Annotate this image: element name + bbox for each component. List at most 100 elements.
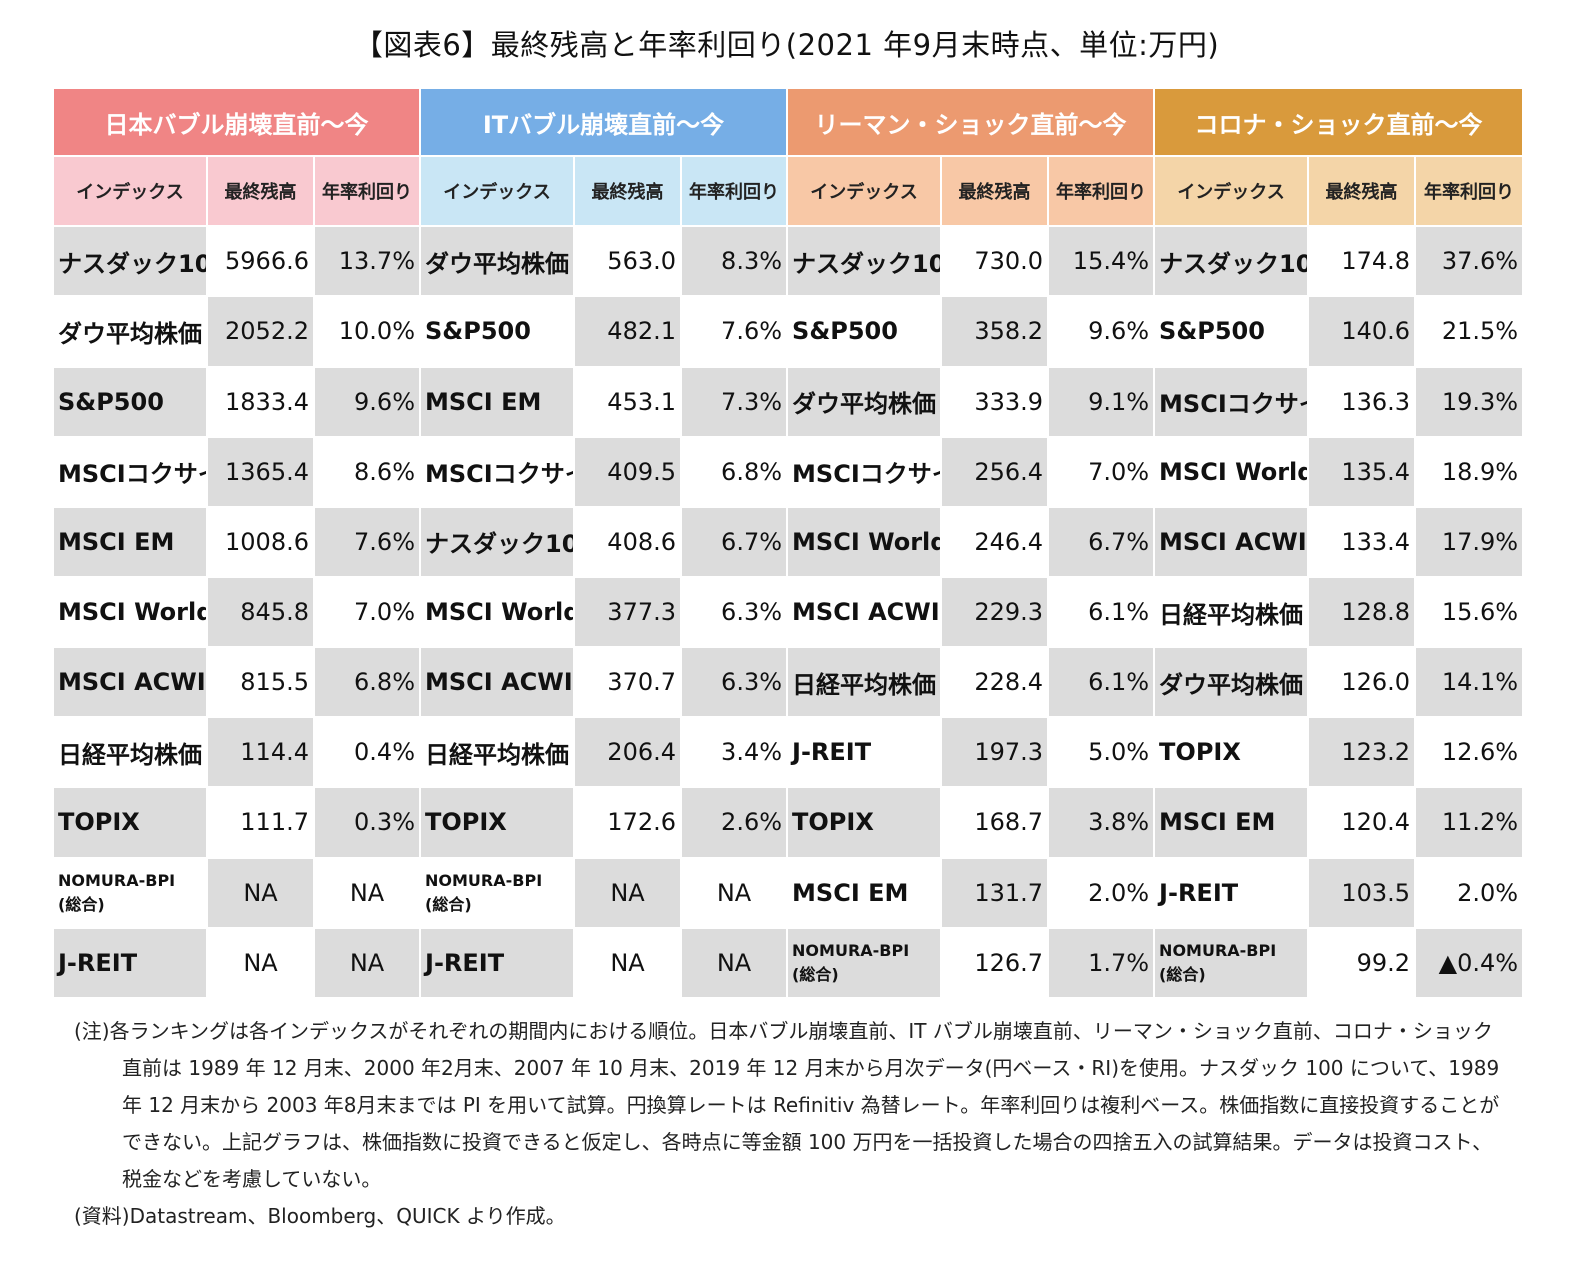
- index-name-cell: MSCIコクサイ: [786, 435, 943, 508]
- annual-yield-cell: 8.3%: [680, 225, 789, 298]
- index-name-cell: 日経平均株価: [1153, 575, 1310, 649]
- index-name-line1: NOMURA-BPI: [58, 870, 176, 890]
- annual-yield-cell: 3.8%: [1047, 786, 1156, 859]
- index-name-cell: MSCI World: [786, 505, 943, 578]
- index-name-cell: NOMURA-BPI (総合): [1153, 926, 1310, 1000]
- final-balance-cell: 2052.2: [206, 295, 315, 368]
- table-row: MSCI ACWI 815.5 6.8% MSCI ACWI 370.7 6.3% 日経平均…: [52, 646, 1525, 719]
- index-name-cell: J-REIT: [786, 716, 943, 789]
- table-row: ダウ平均株価 2052.2 10.0% S&P500 482.1 7.6% S&P500 35…: [52, 295, 1525, 368]
- index-name-cell: 日経平均株価: [52, 716, 208, 789]
- column-header: 年率利回り: [312, 155, 422, 228]
- annual-yield-cell: 9.6%: [1047, 295, 1156, 368]
- index-name-cell: MSCI ACWI: [786, 575, 943, 649]
- index-name-cell: ダウ平均株価: [786, 365, 943, 438]
- index-name-line2: (総合): [425, 894, 472, 914]
- column-header: インデックス: [419, 155, 576, 228]
- index-name-cell: MSCI World: [419, 575, 576, 649]
- index-name-cell: MSCI ACWI: [1153, 505, 1310, 578]
- final-balance-cell: 482.1: [573, 295, 683, 368]
- table-row: ナスダック1005966.613.7%ダウ平均株価563.08.3%ナスダック1…: [52, 225, 1525, 298]
- index-name-cell: MSCI EM: [52, 505, 208, 578]
- final-balance-cell: 168.7: [940, 786, 1050, 859]
- index-name-cell: MSCIコクサイ: [419, 435, 576, 508]
- column-header: 年率利回り: [1414, 155, 1525, 228]
- final-balance-cell: 131.7: [940, 856, 1050, 929]
- index-name-cell: MSCI ACWI: [419, 646, 576, 719]
- annual-yield-cell: 6.1%: [1047, 646, 1156, 719]
- annual-yield-cell: NA: [312, 926, 422, 1000]
- index-name-cell: S&P500: [1153, 295, 1310, 368]
- index-name-cell: MSCIコクサイ: [52, 435, 208, 508]
- final-balance-cell: NA: [206, 926, 315, 1000]
- index-name-cell: S&P500: [52, 365, 208, 438]
- final-balance-cell: 358.2: [940, 295, 1050, 368]
- index-name-cell: TOPIX: [52, 786, 208, 859]
- final-balance-cell: 197.3: [940, 716, 1050, 789]
- index-name-cell: MSCI World: [52, 575, 208, 649]
- column-header: 年率利回り: [1047, 155, 1156, 228]
- final-balance-cell: 333.9: [940, 365, 1050, 438]
- table-row: J-REIT NA NA J-REIT NA NA NOMURA-BPI (総合) 126.7 1…: [52, 926, 1525, 1000]
- final-balance-cell: 5966.6: [206, 225, 315, 298]
- annual-yield-cell: 10.0%: [312, 295, 422, 368]
- annual-yield-cell: 13.7%: [312, 225, 422, 298]
- annual-yield-cell: 2.0%: [1414, 856, 1525, 929]
- final-balance-cell: 174.8: [1307, 225, 1417, 298]
- table-row: NOMURA-BPI (総合) NA NA NOMURA-BPI (総合) NA NA MSCI…: [52, 856, 1525, 929]
- index-name-line1: NOMURA-BPI: [792, 940, 910, 960]
- column-header: 最終残高: [206, 155, 315, 228]
- index-name-cell: J-REIT: [1153, 856, 1310, 929]
- annual-yield-cell: 14.1%: [1414, 646, 1525, 719]
- group-header-row: 日本バブル崩壊直前～今 ITバブル崩壊直前～今 リーマン・ショック直前～今 コロナ・シ…: [51, 86, 1525, 158]
- index-name-cell: MSCI EM: [419, 365, 576, 438]
- annual-yield-cell: 5.0%: [1047, 716, 1156, 789]
- index-name-cell: ダウ平均株価: [52, 295, 208, 368]
- annual-yield-cell: 7.3%: [680, 365, 789, 438]
- index-name-line2: (総合): [792, 964, 839, 984]
- final-balance-cell: NA: [573, 926, 683, 1000]
- final-balance-cell: 133.4: [1307, 505, 1417, 578]
- annual-yield-cell: 15.4%: [1047, 225, 1156, 298]
- annual-yield-cell: 11.2%: [1414, 786, 1525, 859]
- annual-yield-cell: 7.6%: [312, 505, 422, 578]
- ranking-table: 日本バブル崩壊直前～今 ITバブル崩壊直前～今 リーマン・ショック直前～今 コロナ・シ…: [51, 86, 1525, 1000]
- annual-yield-cell: 7.6%: [680, 295, 789, 368]
- annual-yield-cell: 6.7%: [1047, 505, 1156, 578]
- annual-yield-cell: 7.0%: [312, 575, 422, 649]
- final-balance-cell: 246.4: [940, 505, 1050, 578]
- table-row: MSCI World 845.8 7.0% MSCI World 377.3 6.3% MS…: [52, 575, 1525, 649]
- final-balance-cell: 126.0: [1307, 646, 1417, 719]
- final-balance-cell: 128.8: [1307, 575, 1417, 649]
- annual-yield-cell: 7.0%: [1047, 435, 1156, 508]
- final-balance-cell: 1365.4: [206, 435, 315, 508]
- final-balance-cell: 408.6: [573, 505, 683, 578]
- annual-yield-cell: 9.6%: [312, 365, 422, 438]
- column-header-row: インデックス 最終残高 年率利回り インデックス 最終残高 年率利回り インデックス 最終残高…: [52, 155, 1525, 228]
- final-balance-cell: 228.4: [940, 646, 1050, 719]
- annual-yield-cell: NA: [680, 856, 789, 929]
- column-header: 最終残高: [940, 155, 1050, 228]
- final-balance-cell: 370.7: [573, 646, 683, 719]
- final-balance-cell: 135.4: [1307, 435, 1417, 508]
- annual-yield-cell: 6.3%: [680, 646, 789, 719]
- index-name-cell: S&P500: [419, 295, 576, 368]
- annual-yield-cell: 0.4%: [312, 716, 422, 789]
- annual-yield-cell: 3.4%: [680, 716, 789, 789]
- table-row: MSCIコクサイ 1365.4 8.6% MSCIコクサイ 409.5 6.8% MSCIコ…: [52, 435, 1525, 508]
- annual-yield-cell: 2.0%: [1047, 856, 1156, 929]
- final-balance-cell: 815.5: [206, 646, 315, 719]
- index-name-line1: NOMURA-BPI: [1159, 940, 1277, 960]
- final-balance-cell: NA: [206, 856, 315, 929]
- final-balance-cell: 126.7: [940, 926, 1050, 1000]
- final-balance-cell: 136.3: [1307, 365, 1417, 438]
- final-balance-cell: 409.5: [573, 435, 683, 508]
- group-title: リーマン・ショック直前～今: [786, 86, 1156, 158]
- index-name-cell: J-REIT: [52, 926, 208, 1000]
- final-balance-cell: 256.4: [940, 435, 1050, 508]
- final-balance-cell: 111.7: [206, 786, 315, 859]
- annual-yield-cell: 6.8%: [680, 435, 789, 508]
